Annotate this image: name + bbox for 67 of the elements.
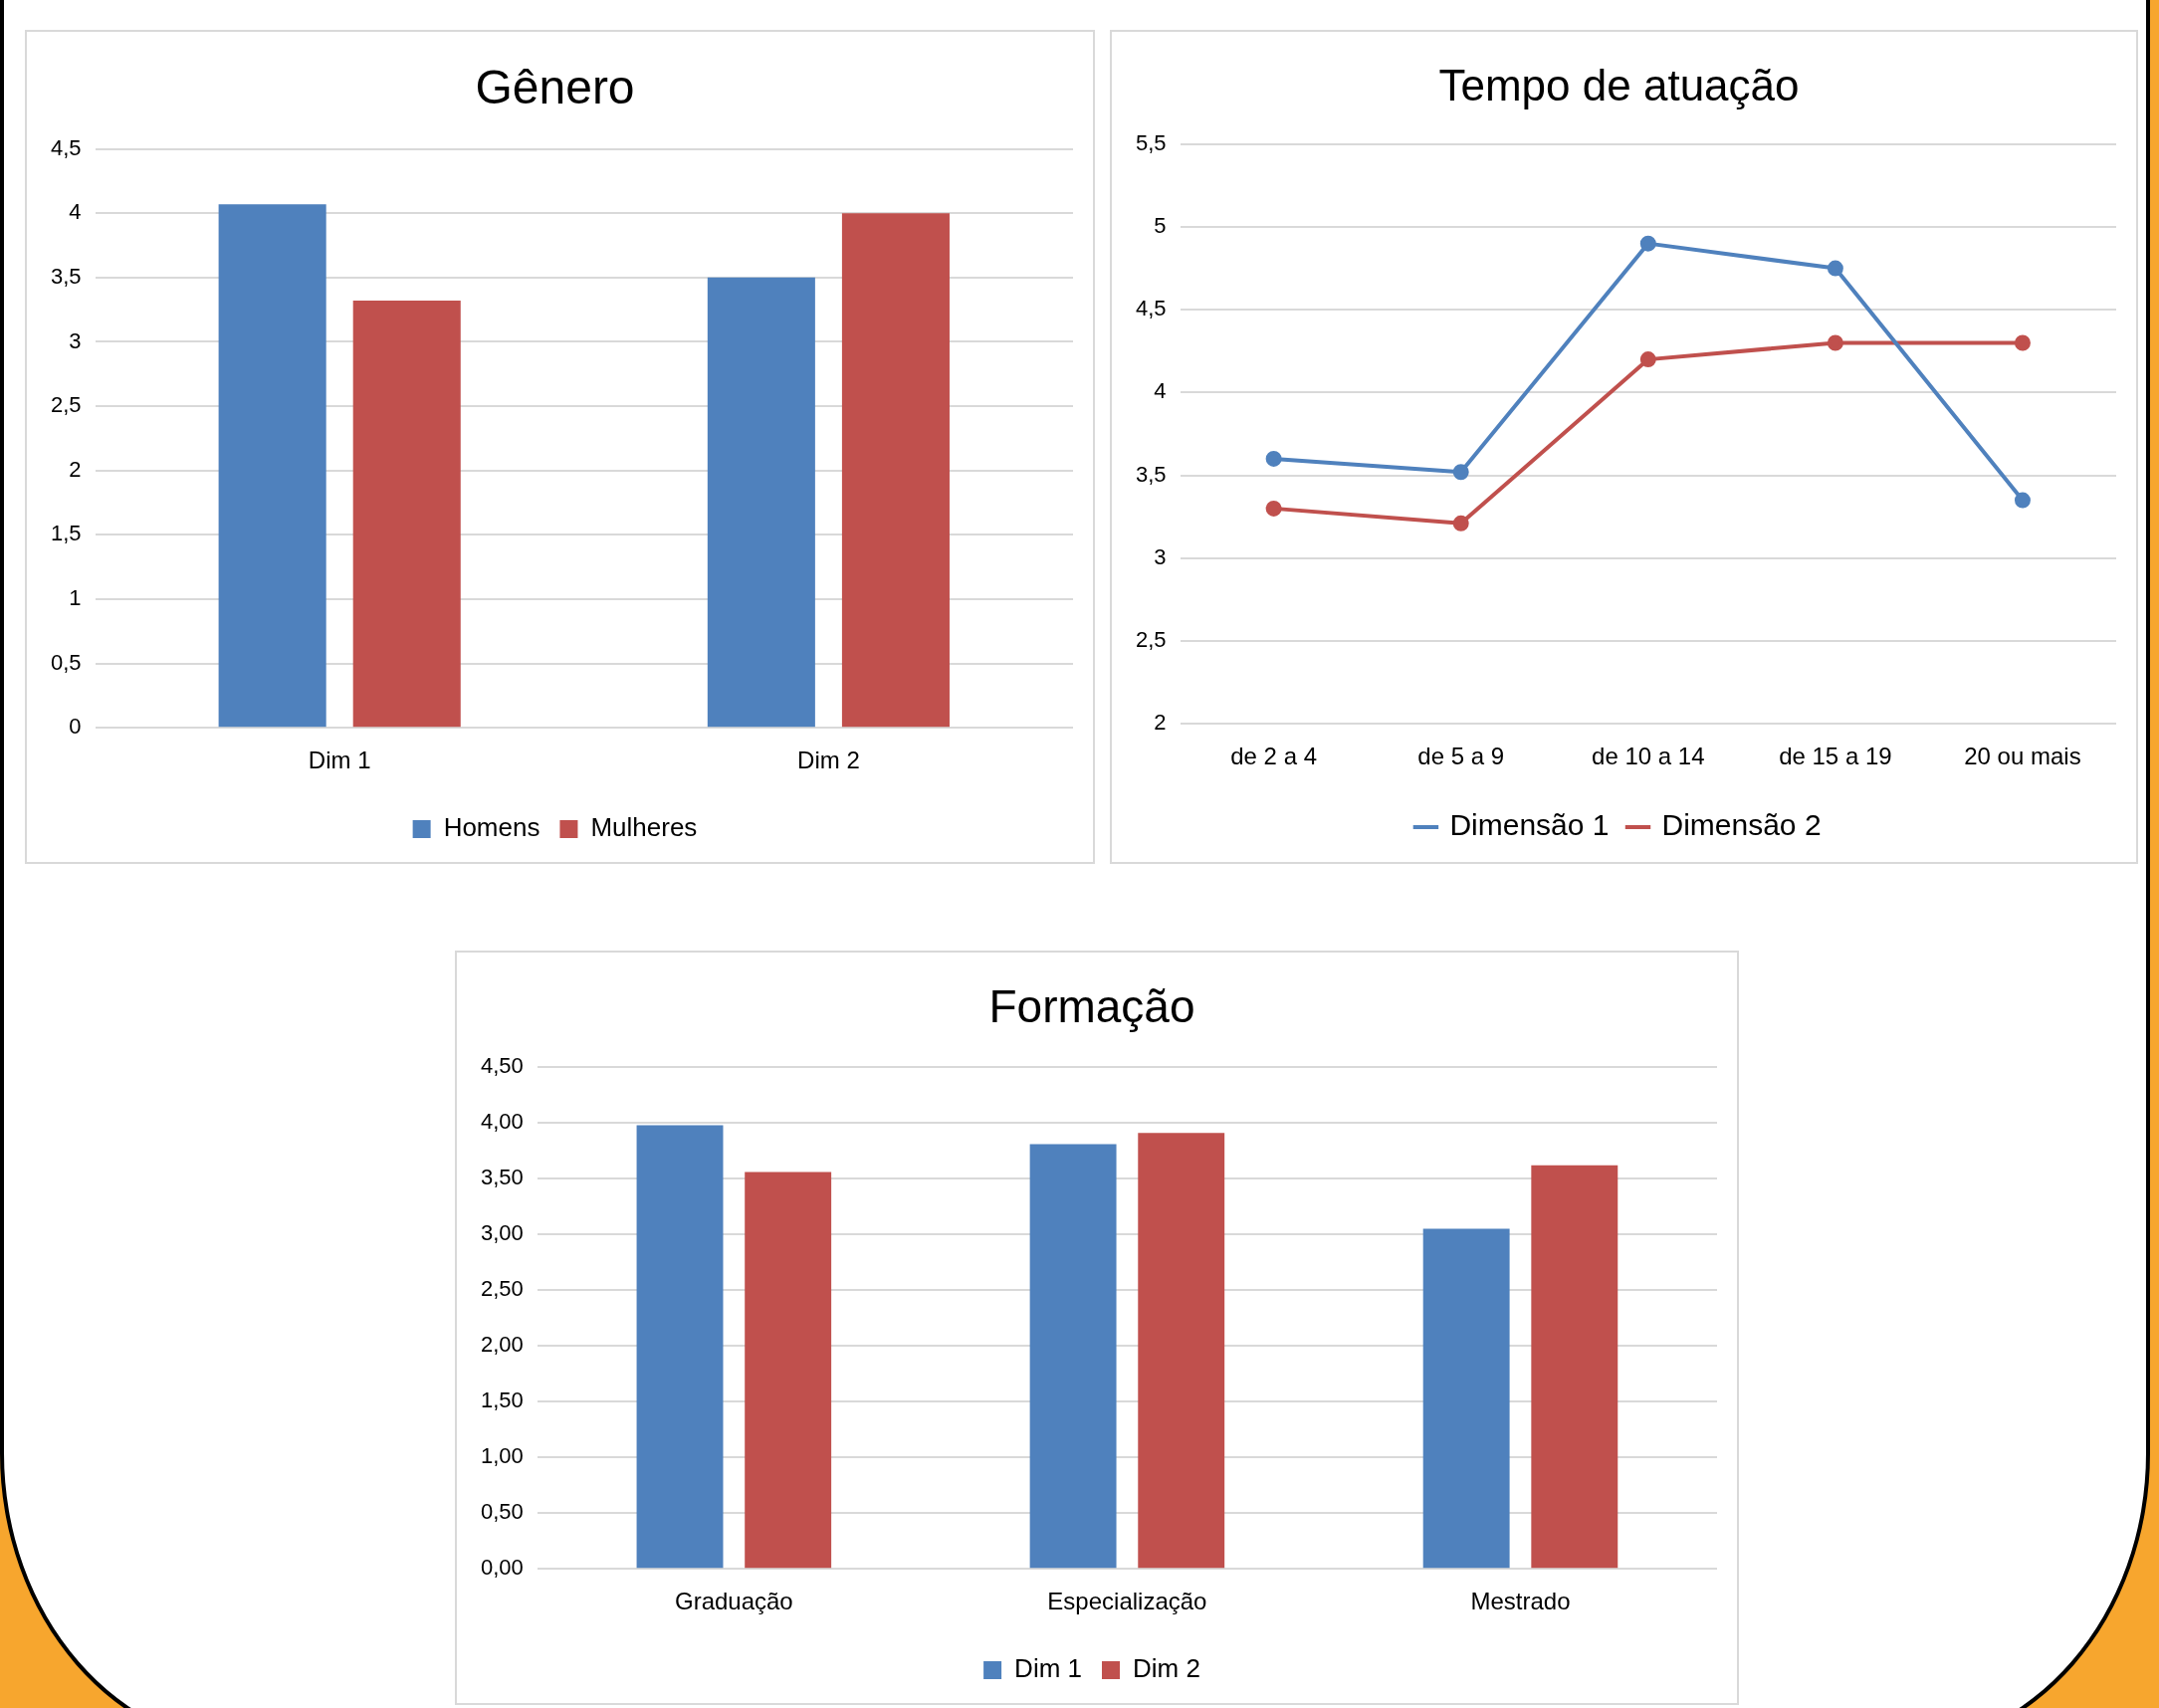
x-tick-label: Especialização (1047, 1588, 1207, 1615)
bar (1531, 1165, 1619, 1569)
x-tick-label: de 2 a 4 (1230, 743, 1317, 770)
legend-label: Dim 2 (1133, 1653, 1200, 1684)
x-tick-label: de 10 a 14 (1592, 743, 1705, 770)
legend-label: Mulheres (590, 812, 698, 843)
y-tick-label: 1,5 (50, 521, 82, 546)
point (1639, 235, 1656, 252)
y-tick-label: 2 (69, 456, 82, 482)
chart-title: Formação (988, 980, 1195, 1033)
x-tick-label: Dim 1 (308, 747, 371, 774)
point (1827, 334, 1843, 351)
bar (1138, 1133, 1225, 1569)
y-tick-label: 5 (1154, 213, 1167, 239)
y-tick-label: 2,5 (1135, 627, 1167, 653)
x-tick-label: Graduação (674, 1588, 793, 1615)
bar (745, 1172, 832, 1569)
y-tick-label: 1 (69, 585, 82, 611)
y-tick-label: 1,50 (480, 1388, 524, 1413)
bar (352, 301, 461, 728)
y-tick-label: 3,50 (480, 1165, 524, 1190)
y-tick-label: 3,00 (480, 1220, 524, 1246)
y-tick-label: 0,00 (480, 1555, 524, 1581)
point (1265, 500, 1282, 517)
x-tick-label: 20 ou mais (1964, 743, 2081, 770)
chart-title: Gênero (475, 61, 635, 114)
chart-title: Tempo de atuação (1438, 60, 1800, 109)
y-tick-label: 2,00 (480, 1332, 524, 1358)
legend-label: Dimensão 2 (1661, 808, 1822, 842)
y-tick-label: 0,50 (480, 1499, 524, 1525)
point (1452, 464, 1469, 481)
y-tick-label: 2 (1154, 710, 1167, 736)
point (1452, 515, 1469, 532)
bar (218, 204, 326, 728)
y-tick-label: 0,5 (50, 649, 82, 675)
legend-label: Homens (443, 812, 540, 843)
y-tick-label: 2,50 (480, 1276, 524, 1302)
x-tick-label: de 15 a 19 (1779, 743, 1892, 770)
x-tick-label: Mestrado (1470, 1588, 1571, 1615)
y-tick-label: 3,5 (50, 263, 82, 289)
x-tick-label: de 5 a 9 (1417, 743, 1505, 770)
bar (1029, 1144, 1117, 1569)
y-tick-label: 0 (69, 714, 82, 740)
point (1639, 351, 1656, 368)
x-tick-label: Dim 2 (797, 747, 860, 774)
bar (636, 1125, 724, 1569)
point (2014, 492, 2031, 509)
y-tick-label: 1,00 (480, 1443, 524, 1469)
bar (841, 213, 950, 728)
y-tick-label: 5,5 (1135, 129, 1167, 155)
y-tick-label: 2,5 (50, 392, 82, 418)
y-tick-label: 4,5 (1135, 296, 1167, 321)
y-tick-label: 4,50 (480, 1053, 524, 1079)
legend-label: Dim 1 (1014, 1653, 1083, 1684)
y-tick-label: 4,00 (480, 1109, 524, 1135)
bar (1422, 1228, 1510, 1569)
y-tick-label: 3 (69, 327, 82, 353)
bar (707, 277, 815, 728)
point (2014, 334, 2031, 351)
y-tick-label: 3,5 (1135, 461, 1167, 487)
y-tick-label: 4 (69, 199, 82, 225)
legend-label: Dimensão 1 (1449, 808, 1610, 842)
y-tick-label: 4,5 (50, 134, 82, 160)
y-tick-label: 3 (1154, 543, 1167, 569)
point (1827, 260, 1843, 277)
y-tick-label: 4 (1154, 378, 1167, 404)
point (1265, 450, 1282, 467)
